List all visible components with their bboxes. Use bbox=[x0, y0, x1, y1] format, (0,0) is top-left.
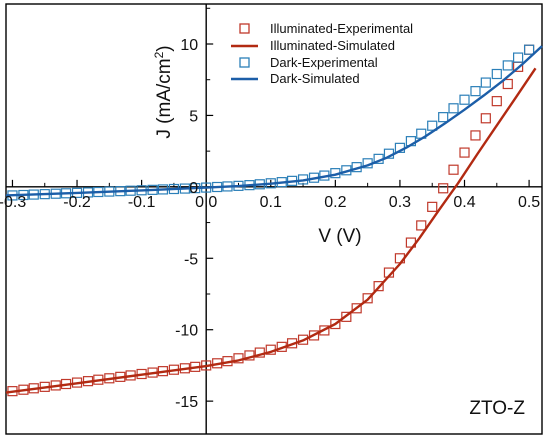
dark-experimental-point bbox=[502, 60, 513, 71]
y-tick-label: 10 bbox=[180, 37, 198, 54]
legend-label-illuminated-experimental: Illuminated-Experimental bbox=[270, 21, 413, 36]
illuminated-experimental-point bbox=[491, 96, 502, 107]
y-axis-label-close: ) bbox=[154, 45, 175, 51]
x-tick-label: -0.1 bbox=[128, 194, 156, 211]
illuminated-experimental-point bbox=[448, 164, 459, 175]
legend-swatch-dark-experimental bbox=[239, 57, 250, 68]
legend-label-dark-experimental: Dark-Experimental bbox=[270, 55, 378, 70]
illuminated-experimental-point bbox=[319, 325, 330, 336]
legend: Illuminated-Experimental Illuminated-Sim… bbox=[231, 21, 413, 86]
illuminated-experimental-point bbox=[470, 130, 481, 141]
dark-experimental-point bbox=[491, 68, 502, 80]
sample-label: ZTO-Z bbox=[469, 398, 525, 419]
legend-label-dark-simulated: Dark-Simulated bbox=[270, 71, 360, 86]
dark-experimental-point bbox=[513, 52, 524, 63]
illuminated-experimental-point bbox=[480, 113, 491, 124]
x-tick-label: 0.3 bbox=[389, 194, 411, 211]
y-tick-label: -10 bbox=[175, 323, 198, 340]
x-tick-label: -0.3 bbox=[0, 194, 26, 211]
y-axis-label-superscript: 2 bbox=[152, 51, 166, 58]
x-tick-label: 0.1 bbox=[260, 194, 282, 211]
illuminated-experimental-point bbox=[308, 330, 320, 341]
illuminated-experimental-point bbox=[330, 318, 341, 330]
illuminated-experimental-point bbox=[351, 303, 362, 314]
legend-label-illuminated-simulated: Illuminated-Simulated bbox=[270, 38, 395, 53]
y-tick-label: -5 bbox=[184, 251, 198, 268]
y-tick-label: 0 bbox=[189, 180, 198, 197]
legend-swatch-illuminated-experimental bbox=[239, 23, 250, 34]
dark-experimental-point bbox=[480, 77, 491, 88]
x-tick-label: 0.2 bbox=[324, 194, 346, 211]
illuminated-simulated-line bbox=[5, 67, 537, 394]
y-axis-label-main: J (mA/cm bbox=[154, 58, 175, 138]
dark-experimental-point bbox=[448, 103, 459, 114]
dark-experimental-point bbox=[427, 120, 438, 131]
y-tick-label: 5 bbox=[189, 108, 198, 125]
illuminated-experimental-point bbox=[502, 78, 513, 90]
illuminated-experimental-point bbox=[416, 220, 427, 231]
x-tick-label: -0.2 bbox=[63, 194, 91, 211]
x-tick-label: 0.0 bbox=[195, 194, 217, 211]
illuminated-experimental-point bbox=[341, 311, 352, 322]
dark-experimental-point bbox=[523, 44, 535, 55]
dark-experimental-point bbox=[459, 94, 470, 105]
illuminated-experimental-point bbox=[297, 334, 309, 345]
illuminated-experimental-point bbox=[373, 281, 384, 292]
illuminated-experimental-point bbox=[459, 147, 470, 158]
dark-simulated-line bbox=[5, 45, 543, 197]
illuminated-experimental-point bbox=[427, 201, 438, 212]
y-tick-label: -15 bbox=[175, 394, 198, 411]
x-axis-label: V (V) bbox=[318, 226, 361, 247]
dark-experimental-point bbox=[438, 112, 449, 123]
plot-frame bbox=[5, 3, 543, 435]
x-tick-label: 0.5 bbox=[518, 194, 540, 211]
y-axis-label: J (mA/cm2) bbox=[152, 45, 175, 138]
tick-labels: -0.3 -0.2 -0.1 0.0 0.1 0.2 0.3 0.4 0.5 -15 -10 -5 0 5… bbox=[0, 37, 540, 411]
illuminated-experimental-point bbox=[523, 44, 535, 55]
dark-experimental-point bbox=[470, 86, 481, 97]
illuminated-experimental-point bbox=[362, 293, 373, 304]
illuminated-experimental-point bbox=[438, 183, 449, 194]
series-layer bbox=[5, 44, 543, 397]
x-tick-label: 0.4 bbox=[453, 194, 475, 211]
